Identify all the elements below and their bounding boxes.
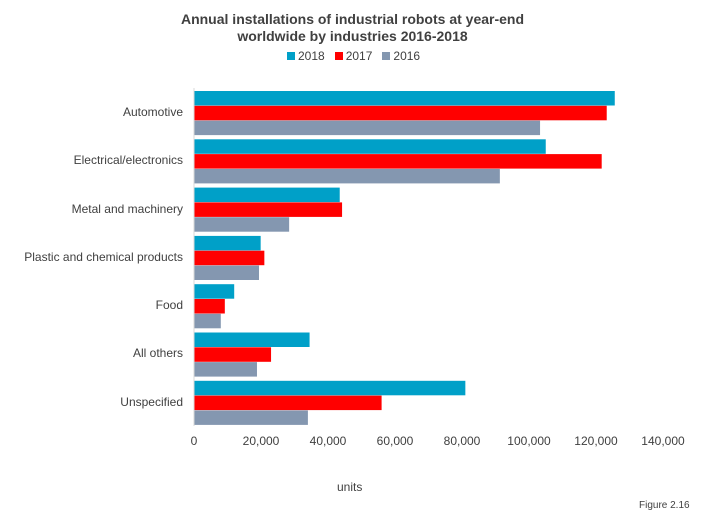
bar-electrical-electronics-2016 — [194, 168, 500, 184]
chart-title-line-1: Annual installations of industrial robot… — [180, 11, 525, 27]
bar-metal-and-machinery-2017 — [194, 202, 343, 217]
x-tick-label-0: 0 — [190, 434, 198, 448]
legend-item-2016: 2016 — [382, 49, 420, 63]
bar-automotive-2016 — [194, 120, 541, 136]
category-label-food: Food — [155, 298, 183, 312]
bar-food-2018 — [194, 284, 235, 299]
legend: 2018 2017 2016 — [287, 49, 420, 63]
chart-title-line-2: worldwide by industries 2016-2018 — [237, 28, 468, 44]
bar-electrical-electronics-2018 — [194, 139, 546, 154]
legend-label-2016: 2016 — [393, 49, 421, 63]
x-tick-label-20000: 20,000 — [242, 434, 280, 448]
category-label-electrical-electronics: Electrical/electronics — [73, 153, 183, 167]
x-axis-label: units — [337, 480, 363, 494]
bar-automotive-2017 — [194, 105, 607, 121]
x-tick-label-120000: 120,000 — [574, 434, 618, 448]
x-tick-label-60000: 60,000 — [376, 434, 414, 448]
bar-unspecified-2018 — [194, 380, 466, 396]
category-label-unspecified: Unspecified — [120, 395, 183, 409]
bar-unspecified-2016 — [194, 410, 308, 425]
legend-label-2017: 2017 — [345, 49, 373, 63]
bar-metal-and-machinery-2016 — [194, 217, 290, 232]
legend-item-2018: 2018 — [287, 49, 325, 63]
x-tick-label-40000: 40,000 — [309, 434, 347, 448]
x-tick-label-140000: 140,000 — [641, 434, 685, 448]
bar-plastic-and-chemical-products-2017 — [194, 250, 265, 266]
category-label-automotive: Automotive — [122, 105, 183, 119]
bar-food-2016 — [194, 313, 221, 329]
x-tick-label-80000: 80,000 — [443, 434, 481, 448]
category-label-metal-and-machinery: Metal and machinery — [71, 202, 183, 216]
x-tick-label-100000: 100,000 — [507, 434, 551, 448]
bar-automotive-2018 — [194, 91, 615, 106]
bar-all-others-2016 — [194, 362, 257, 377]
bar-unspecified-2017 — [194, 395, 382, 411]
bar-all-others-2018 — [194, 332, 310, 347]
bar-electrical-electronics-2017 — [194, 154, 602, 169]
bar-all-others-2017 — [194, 347, 272, 362]
bar-plastic-and-chemical-products-2016 — [194, 265, 259, 280]
legend-label-2018: 2018 — [298, 49, 325, 63]
legend-swatch-2017 — [334, 52, 343, 60]
bar-metal-and-machinery-2018 — [194, 187, 340, 203]
bar-plastic-and-chemical-products-2018 — [194, 235, 261, 251]
category-label-all-others: All others — [132, 346, 183, 360]
legend-item-2017: 2017 — [334, 49, 373, 63]
category-label-plastic-and-chemical: Plastic and chemical products — [24, 250, 183, 264]
legend-swatch-2016 — [382, 52, 391, 60]
figure-number: Figure 2.16 — [639, 500, 690, 511]
legend-swatch-2018 — [287, 52, 295, 60]
bar-food-2017 — [194, 299, 225, 314]
